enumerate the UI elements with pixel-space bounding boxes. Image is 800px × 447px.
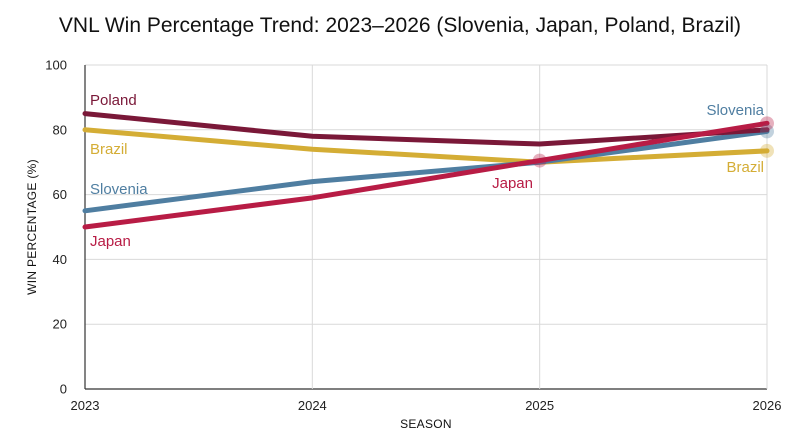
x-tick-label: 2026 [753, 398, 782, 413]
series-line-brazil [82, 127, 770, 165]
point-marker-japan [532, 153, 547, 168]
point-marker-slovenia [760, 124, 774, 139]
x-tick-label: 2025 [525, 398, 554, 413]
y-tick-label: 80 [53, 122, 67, 137]
y-tick-label: 100 [45, 58, 67, 73]
series-label-japan: Japan [90, 233, 131, 250]
series-label-slovenia: Slovenia [90, 181, 148, 198]
series-label-brazil: Brazil [726, 159, 764, 176]
series-label-japan: Japan [492, 175, 533, 192]
point-marker-brazil [760, 143, 774, 158]
y-tick-label: 60 [53, 187, 67, 202]
series-line-japan [82, 120, 770, 230]
chart-title: VNL Win Percentage Trend: 2023–2026 (Slo… [58, 14, 742, 37]
series-label-brazil: Brazil [90, 141, 128, 158]
y-axis-title: WIN PERCENTAGE (%) [25, 159, 39, 295]
y-tick-label: 20 [53, 317, 67, 332]
series-line-poland [82, 111, 770, 147]
series-line-slovenia [82, 128, 770, 214]
y-tick-label: 40 [53, 252, 67, 267]
x-axis-title: SEASON [400, 417, 452, 431]
y-tick-label: 0 [60, 382, 67, 397]
series-label-poland: Poland [90, 92, 137, 109]
x-tick-label: 2024 [298, 398, 327, 413]
series-label-slovenia: Slovenia [706, 102, 764, 119]
x-tick-label: 2023 [71, 398, 100, 413]
point-marker-japan [760, 116, 774, 131]
